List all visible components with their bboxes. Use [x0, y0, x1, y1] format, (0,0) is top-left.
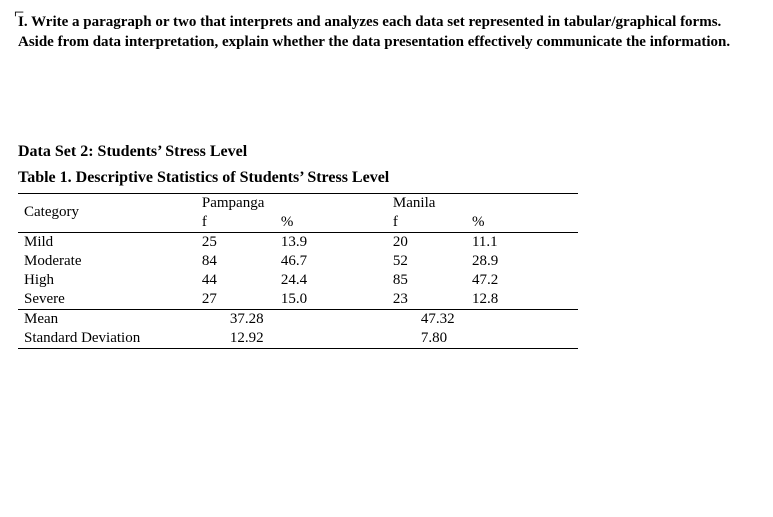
table-row: Moderate 84 46.7 52 28.9: [18, 252, 578, 271]
instruction-text: I. Write a paragraph or two that interpr…: [18, 14, 730, 50]
sd-pampanga: 12.92: [202, 330, 264, 346]
table-row: High 44 24.4 85 47.2: [18, 271, 578, 290]
cell-p2: 12.8: [466, 290, 578, 310]
cell-f2: 52: [387, 252, 466, 271]
col-category: Category: [18, 193, 196, 232]
cell-category: Mild: [18, 232, 196, 252]
subcol-f-1: f: [196, 213, 275, 233]
subcol-p-2: %: [466, 213, 578, 233]
cell-p1: 15.0: [275, 290, 387, 310]
mean-label: Mean: [18, 309, 196, 329]
cell-p2: 47.2: [466, 271, 578, 290]
subcol-p-1: %: [275, 213, 387, 233]
table-summary-mean: Mean 37.28 47.32: [18, 309, 578, 329]
col-group-pampanga: Pampanga: [196, 193, 387, 213]
cell-f1: 44: [196, 271, 275, 290]
table-summary-sd: Standard Deviation 12.92 7.80: [18, 329, 578, 349]
cell-f2: 85: [387, 271, 466, 290]
cell-category: Moderate: [18, 252, 196, 271]
stats-table: Category Pampanga Manila f % f % Mild 25…: [18, 193, 578, 349]
cell-p2: 11.1: [466, 232, 578, 252]
cell-p1: 24.4: [275, 271, 387, 290]
cell-f1: 84: [196, 252, 275, 271]
mean-manila: 47.32: [393, 311, 455, 327]
cell-category: Severe: [18, 290, 196, 310]
mean-pampanga: 37.28: [202, 311, 264, 327]
table-row: Severe 27 15.0 23 12.8: [18, 290, 578, 310]
cell-p1: 13.9: [275, 232, 387, 252]
cell-category: High: [18, 271, 196, 290]
sd-manila: 7.80: [393, 330, 447, 346]
table-caption: Table 1. Descriptive Statistics of Stude…: [18, 169, 755, 187]
cell-p1: 46.7: [275, 252, 387, 271]
instruction-block: ⌐ I. Write a paragraph or two that inter…: [18, 12, 755, 53]
subcol-f-2: f: [387, 213, 466, 233]
table-header-row: Category Pampanga Manila: [18, 193, 578, 213]
cell-p2: 28.9: [466, 252, 578, 271]
cell-f2: 23: [387, 290, 466, 310]
dataset-heading: Data Set 2: Students’ Stress Level: [18, 143, 755, 161]
cell-f2: 20: [387, 232, 466, 252]
cell-f1: 27: [196, 290, 275, 310]
sd-label: Standard Deviation: [18, 329, 196, 349]
cell-f1: 25: [196, 232, 275, 252]
table-row: Mild 25 13.9 20 11.1: [18, 232, 578, 252]
col-group-manila: Manila: [387, 193, 578, 213]
